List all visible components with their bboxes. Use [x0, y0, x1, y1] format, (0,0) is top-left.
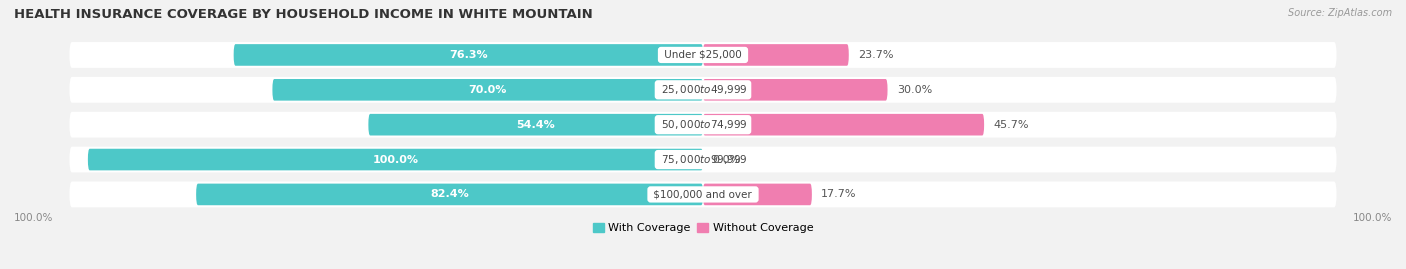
Text: 23.7%: 23.7% — [858, 50, 893, 60]
FancyBboxPatch shape — [703, 114, 984, 136]
Legend: With Coverage, Without Coverage: With Coverage, Without Coverage — [588, 218, 818, 238]
Text: 100.0%: 100.0% — [14, 213, 53, 223]
FancyBboxPatch shape — [87, 149, 703, 170]
FancyBboxPatch shape — [69, 182, 1337, 207]
FancyBboxPatch shape — [703, 44, 849, 66]
Text: 45.7%: 45.7% — [993, 120, 1029, 130]
Text: 70.0%: 70.0% — [468, 85, 508, 95]
FancyBboxPatch shape — [69, 77, 1337, 103]
Text: HEALTH INSURANCE COVERAGE BY HOUSEHOLD INCOME IN WHITE MOUNTAIN: HEALTH INSURANCE COVERAGE BY HOUSEHOLD I… — [14, 8, 593, 21]
Text: Source: ZipAtlas.com: Source: ZipAtlas.com — [1288, 8, 1392, 18]
FancyBboxPatch shape — [703, 79, 887, 101]
FancyBboxPatch shape — [69, 147, 1337, 172]
FancyBboxPatch shape — [368, 114, 703, 136]
FancyBboxPatch shape — [69, 112, 1337, 137]
Text: 0.0%: 0.0% — [713, 155, 741, 165]
FancyBboxPatch shape — [273, 79, 703, 101]
FancyBboxPatch shape — [69, 42, 1337, 68]
Text: 30.0%: 30.0% — [897, 85, 932, 95]
Text: 54.4%: 54.4% — [516, 120, 555, 130]
Text: 17.7%: 17.7% — [821, 189, 856, 199]
Text: $100,000 and over: $100,000 and over — [651, 189, 755, 199]
FancyBboxPatch shape — [703, 184, 811, 205]
Text: 100.0%: 100.0% — [1353, 213, 1392, 223]
Text: 76.3%: 76.3% — [449, 50, 488, 60]
Text: 82.4%: 82.4% — [430, 189, 470, 199]
Text: 100.0%: 100.0% — [373, 155, 419, 165]
Text: Under $25,000: Under $25,000 — [661, 50, 745, 60]
Text: $25,000 to $49,999: $25,000 to $49,999 — [658, 83, 748, 96]
Text: $75,000 to $99,999: $75,000 to $99,999 — [658, 153, 748, 166]
FancyBboxPatch shape — [195, 184, 703, 205]
FancyBboxPatch shape — [233, 44, 703, 66]
Text: $50,000 to $74,999: $50,000 to $74,999 — [658, 118, 748, 131]
